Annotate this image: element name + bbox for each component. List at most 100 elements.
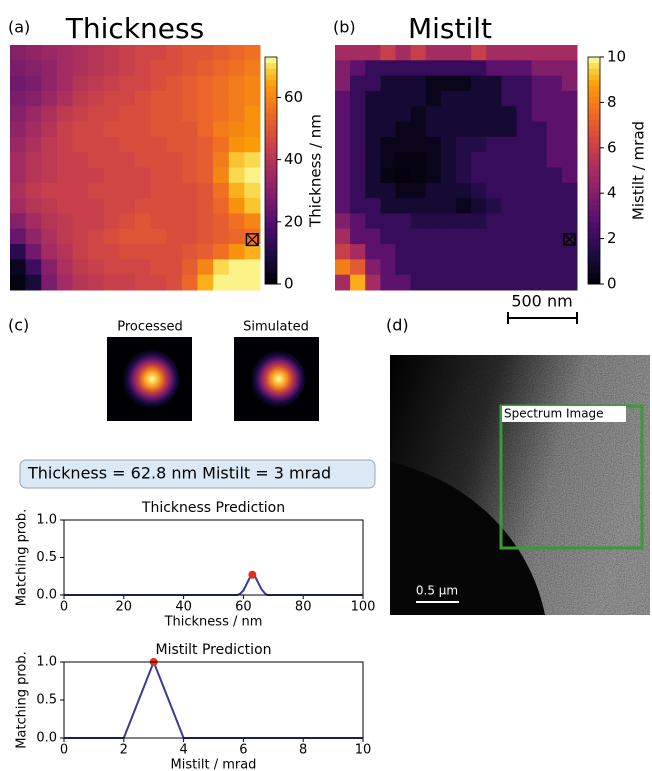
heatmap-cell bbox=[380, 90, 396, 107]
heatmap-cell bbox=[135, 213, 152, 230]
heatmap-cell bbox=[440, 198, 457, 214]
colorbar-segment bbox=[265, 85, 277, 92]
heatmap-cell bbox=[486, 213, 502, 230]
heatmap-cell bbox=[456, 106, 472, 123]
heatmap-cell bbox=[501, 274, 517, 291]
heatmap-cell bbox=[181, 60, 198, 77]
heatmap-cell bbox=[410, 228, 427, 245]
heatmap-cell bbox=[56, 228, 73, 245]
y-tick-label: 1.0 bbox=[36, 513, 57, 528]
heatmap-cell bbox=[197, 259, 214, 276]
heatmap-cell bbox=[380, 259, 396, 276]
heatmap-cell bbox=[380, 152, 396, 168]
heatmap-cell bbox=[228, 228, 245, 245]
heatmap-cell bbox=[546, 75, 563, 92]
heatmap-cell bbox=[395, 60, 412, 77]
heatmap-cell bbox=[350, 167, 366, 184]
heatmap-cell bbox=[41, 60, 58, 77]
heatmap-cell bbox=[486, 90, 502, 107]
heatmap-cell bbox=[197, 60, 214, 77]
heatmap-cell bbox=[25, 45, 42, 61]
heatmap-cell bbox=[486, 106, 502, 123]
x-tick-label: 0 bbox=[60, 600, 68, 615]
heatmap-cell bbox=[425, 167, 442, 184]
region-label: Spectrum Image bbox=[504, 407, 604, 421]
heatmap-cell bbox=[395, 198, 412, 214]
colorbar-segment bbox=[588, 215, 600, 223]
heatmap-cell bbox=[365, 167, 381, 184]
heatmap-cell bbox=[335, 198, 351, 214]
heatmap-cell bbox=[119, 213, 136, 230]
heatmap-cell bbox=[561, 182, 578, 199]
heatmap-cell bbox=[166, 121, 183, 138]
heatmap-cell bbox=[486, 60, 502, 77]
heatmap-cell bbox=[197, 121, 214, 138]
heatmap-cell bbox=[213, 274, 230, 291]
heatmap-cell bbox=[119, 274, 136, 291]
heatmap-cell bbox=[41, 198, 58, 214]
heatmap-cell bbox=[197, 182, 214, 199]
colorbar-segment bbox=[588, 85, 600, 92]
heatmap-cell bbox=[197, 244, 214, 260]
heatmap-cell bbox=[350, 106, 366, 123]
heatmap-cell bbox=[135, 244, 152, 260]
heatmap-cell bbox=[531, 90, 548, 107]
heatmap-cell bbox=[213, 136, 230, 153]
heatmap-cell bbox=[486, 152, 502, 168]
heatmap-cell bbox=[103, 60, 120, 77]
heatmap-cell bbox=[471, 45, 487, 61]
colorbar-segment bbox=[265, 232, 277, 240]
colorbar-segment bbox=[588, 96, 600, 103]
heatmap-cell bbox=[425, 244, 442, 260]
colorbar-segment bbox=[265, 79, 277, 86]
heatmap-cell bbox=[380, 228, 396, 245]
colorbar-segment bbox=[265, 68, 277, 75]
chart-title: Thickness bbox=[65, 12, 204, 45]
colorbar-segment bbox=[588, 130, 600, 137]
heatmap-cell bbox=[440, 152, 457, 168]
heatmap-cell bbox=[228, 90, 245, 107]
heatmap-cell bbox=[335, 90, 351, 107]
heatmap-cell bbox=[350, 198, 366, 214]
heatmap-cell bbox=[150, 136, 167, 153]
heatmap-cell bbox=[213, 90, 230, 107]
heatmap-cell bbox=[166, 60, 183, 77]
heatmap-cell bbox=[380, 106, 396, 123]
heatmap-cell bbox=[228, 259, 245, 276]
heatmap-cell bbox=[72, 60, 89, 77]
heatmap-cell bbox=[440, 167, 457, 184]
heatmap-cell bbox=[365, 259, 381, 276]
heatmap-cell bbox=[41, 182, 58, 199]
heatmap-cell bbox=[546, 90, 563, 107]
heatmap-cell bbox=[561, 75, 578, 92]
heatmap-cell bbox=[350, 228, 366, 245]
line bbox=[64, 659, 363, 739]
heatmap-cell bbox=[486, 121, 502, 138]
heatmap-cell bbox=[244, 228, 261, 245]
heatmap-cell bbox=[10, 198, 27, 214]
heatmap-cell bbox=[25, 167, 42, 184]
heatmap-cell bbox=[135, 274, 152, 291]
heatmap-cell bbox=[380, 213, 396, 230]
heatmap-cell bbox=[395, 213, 412, 230]
heatmap-cell bbox=[228, 106, 245, 123]
x-tick-label: 10 bbox=[355, 743, 372, 758]
colorbar-segment bbox=[265, 108, 277, 115]
heatmap-cell bbox=[350, 213, 366, 230]
heatmap-cell bbox=[135, 259, 152, 276]
heatmap-cell bbox=[350, 121, 366, 138]
result-text: Thickness = 62.8 nm Mistilt = 3 mrad bbox=[27, 464, 331, 483]
heatmap-cell bbox=[335, 121, 351, 138]
heatmap-cell bbox=[440, 228, 457, 245]
y-tick-label: 0.5 bbox=[36, 550, 57, 565]
heatmap-cell bbox=[531, 75, 548, 92]
scale-bar-label: 500 nm bbox=[511, 292, 572, 311]
colorbar-segment bbox=[265, 176, 277, 183]
colorbar-segment bbox=[265, 159, 277, 166]
heatmap-cell bbox=[425, 75, 442, 92]
heatmap-cell bbox=[103, 152, 120, 168]
heatmap-cell bbox=[516, 136, 533, 153]
heatmap-cell bbox=[103, 228, 120, 245]
heatmap-cell bbox=[410, 60, 427, 77]
heatmap-cell bbox=[41, 136, 58, 153]
